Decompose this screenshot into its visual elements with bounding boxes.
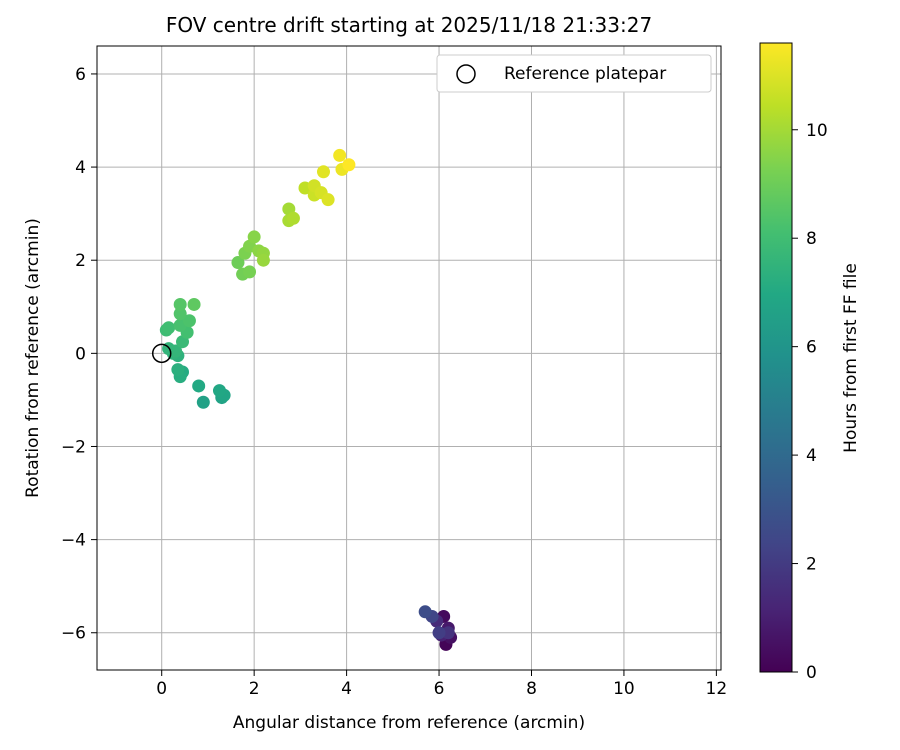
scatter-point (243, 265, 257, 279)
scatter-point (173, 307, 187, 321)
colorbar-label: Hours from first FF file (841, 263, 861, 453)
scatter-point (171, 363, 185, 377)
scatter-point (432, 626, 446, 640)
scatter-point (286, 211, 300, 225)
scatter-point (231, 256, 245, 270)
legend-label: Reference platepar (504, 64, 666, 84)
chart-title: FOV centre drift starting at 2025/11/18 … (166, 13, 652, 37)
scatter-point (162, 321, 176, 335)
legend-box (436, 54, 712, 93)
x-tick-label: 12 (706, 679, 728, 699)
y-tick-label: −4 (61, 531, 86, 551)
legend-marker-icon (456, 64, 476, 84)
data-points (159, 148, 458, 651)
scatter-point (169, 344, 183, 358)
y-tick-label: −6 (61, 624, 86, 644)
colorbar-tick-label: 2 (806, 555, 817, 575)
colorbar-tick-label: 0 (806, 663, 817, 683)
scatter-point (182, 314, 196, 328)
y-tick-label: 0 (75, 344, 86, 364)
x-axis-ticks: 0 2 4 6 8 10 12 (156, 670, 727, 699)
x-tick-label: 2 (249, 679, 260, 699)
y-axis-label: Rotation from reference (arcmin) (23, 218, 43, 498)
scatter-point (441, 626, 455, 640)
y-tick-label: 6 (75, 65, 86, 85)
reference-platepar-marker (151, 343, 172, 364)
x-tick-label: 8 (526, 679, 537, 699)
scatter-point (342, 158, 356, 172)
scatter-point (333, 148, 347, 162)
colorbar-tick-label: 10 (806, 121, 828, 141)
x-axis-label: Angular distance from reference (arcmin) (233, 713, 585, 733)
scatter-point (187, 297, 201, 311)
scatter-point (418, 605, 432, 619)
scatter-point (256, 253, 270, 267)
plot-frame (96, 45, 722, 671)
legend: Reference platepar (436, 54, 712, 93)
y-tick-label: −2 (61, 437, 86, 457)
x-tick-label: 4 (341, 679, 352, 699)
x-tick-label: 10 (613, 679, 635, 699)
colorbar-tick-label: 4 (806, 446, 817, 466)
colorbar-tick-label: 6 (806, 338, 817, 358)
scatter-point (316, 165, 330, 179)
colorbar-gradient (759, 42, 793, 673)
y-axis-ticks: −6 −4 −2 0 2 4 6 (61, 65, 97, 644)
colorbar-tick-label: 8 (806, 229, 817, 249)
grid-lines (97, 46, 721, 670)
colorbar-ticks: 0 2 4 6 8 10 (792, 121, 828, 683)
scatter-point (321, 193, 335, 207)
scatter-point (212, 384, 226, 398)
scatter-point (196, 395, 210, 409)
y-tick-label: 4 (75, 158, 86, 178)
scatter-point (192, 379, 206, 393)
x-tick-label: 6 (434, 679, 445, 699)
colorbar: 0 2 4 6 8 10 Hours from first FF file (759, 42, 861, 683)
x-tick-label: 0 (156, 679, 167, 699)
scatter-point (247, 230, 261, 244)
scatter-point (173, 297, 187, 311)
y-tick-label: 2 (75, 251, 86, 271)
